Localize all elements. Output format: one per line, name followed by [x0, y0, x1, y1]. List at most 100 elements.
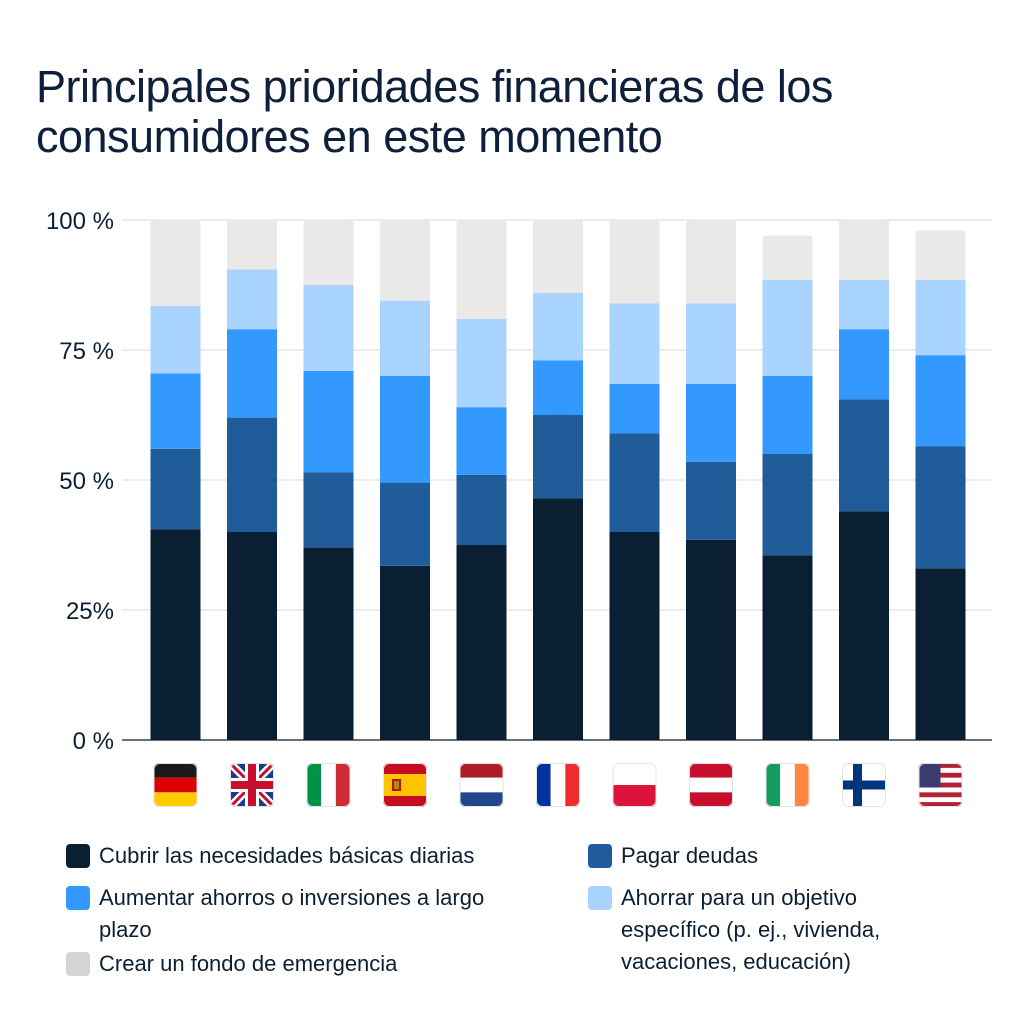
- flag-pl-icon: [612, 763, 657, 807]
- legend-label-basic-needs: Cubrir las necesidades básicas diarias: [99, 843, 475, 868]
- flag-de-icon: [153, 763, 198, 807]
- legend-swatch-specific-goal: [588, 886, 612, 910]
- bar-segment: [533, 220, 583, 293]
- legend-item-pay-debts: Pagar deudas: [588, 840, 948, 872]
- bar-segment: [303, 220, 354, 285]
- bar-segment: [686, 461, 736, 540]
- bar-segment: [533, 292, 583, 361]
- bar-segment: [456, 407, 507, 475]
- bar-segment: [839, 511, 889, 740]
- legend-label-long-term-savings: Aumentar ahorros o inversiones a largo p…: [99, 885, 485, 942]
- legend-swatch-pay-debts: [588, 844, 612, 868]
- bar-segment: [380, 376, 430, 483]
- bar-segment: [609, 220, 660, 304]
- flag-es-icon: [383, 763, 427, 807]
- bar-segment: [762, 235, 813, 280]
- bar-segment: [380, 220, 430, 301]
- bar-segment: [227, 269, 277, 330]
- flag-gb-icon: [230, 763, 274, 807]
- bar-segment: [686, 303, 736, 384]
- bar-segment: [915, 355, 966, 447]
- legend-item-long-term-savings: Aumentar ahorros o inversiones a largo p…: [66, 882, 506, 946]
- bar-segment: [227, 220, 277, 270]
- bar-segment: [915, 568, 966, 740]
- bar-segment: [609, 433, 660, 532]
- bar-segment: [762, 454, 813, 556]
- bar-segment: [150, 373, 201, 449]
- legend-item-emergency-fund: Crear un fondo de emergencia: [66, 948, 546, 980]
- bar-stack: [533, 220, 583, 740]
- bar-segment: [456, 474, 507, 545]
- bar-segment: [456, 545, 507, 740]
- flag-fr-icon: [536, 763, 580, 807]
- bar-stack: [150, 220, 201, 740]
- bar-segment: [150, 305, 201, 374]
- legend-label-emergency-fund: Crear un fondo de emergencia: [99, 951, 398, 976]
- bar-segment: [380, 300, 430, 376]
- bar-segment: [380, 565, 430, 740]
- bar-segment: [762, 279, 813, 376]
- legend-item-basic-needs: Cubrir las necesidades básicas diarias: [66, 840, 546, 872]
- legend-swatch-basic-needs: [66, 844, 90, 868]
- bar-stack: [456, 220, 507, 740]
- legend: Cubrir las necesidades básicas diarias P…: [66, 840, 966, 990]
- bar-segment: [380, 482, 430, 566]
- bar-segment: [303, 370, 354, 473]
- flag-us-icon: [918, 763, 963, 807]
- bar-stack: [839, 220, 889, 740]
- y-tick-label: 25%: [66, 598, 114, 625]
- bar-segment: [456, 220, 507, 319]
- legend-item-specific-goal: Ahorrar para un objetivo específico (p. …: [588, 882, 908, 978]
- bar-segment: [609, 532, 660, 740]
- bar-segment: [839, 220, 889, 280]
- y-tick-label: 100 %: [46, 208, 114, 235]
- legend-swatch-emergency-fund: [66, 952, 90, 976]
- bar-stack: [227, 220, 277, 740]
- bar-stack: [686, 220, 736, 740]
- bar-segment: [533, 415, 583, 499]
- bar-segment: [609, 303, 660, 384]
- y-tick-label: 0 %: [73, 728, 114, 755]
- flag-nl-icon: [459, 763, 504, 807]
- bar-segment: [762, 555, 813, 740]
- bar-segment: [150, 529, 201, 740]
- flag-ie-icon: [765, 763, 810, 807]
- y-tick-label: 50 %: [59, 468, 114, 495]
- bar-segment: [915, 230, 966, 280]
- bar-segment: [609, 383, 660, 434]
- bar-segment: [686, 383, 736, 462]
- bar-segment: [227, 532, 277, 740]
- legend-label-specific-goal: Ahorrar para un objetivo específico (p. …: [621, 885, 881, 974]
- legend-swatch-long-term-savings: [66, 886, 90, 910]
- bar-stack: [762, 235, 813, 740]
- bar-segment: [227, 329, 277, 418]
- bar-segment: [456, 318, 507, 408]
- bar-segment: [686, 220, 736, 304]
- flag-it-icon: [306, 763, 351, 807]
- bar-segment: [915, 279, 966, 356]
- bar-stack: [609, 220, 660, 740]
- bar-segment: [762, 376, 813, 454]
- bar-segment: [686, 539, 736, 740]
- bar-segment: [150, 448, 201, 530]
- bar-segment: [303, 547, 354, 740]
- y-tick-label: 75 %: [59, 338, 114, 365]
- flag-fi-icon: [842, 763, 886, 807]
- bar-segment: [533, 360, 583, 415]
- bar-segment: [303, 285, 354, 371]
- bar-stack: [303, 220, 354, 740]
- bar-segment: [839, 399, 889, 512]
- bar-segment: [839, 329, 889, 400]
- bar-segment: [915, 446, 966, 569]
- bar-segment: [150, 220, 201, 306]
- bar-segment: [533, 498, 583, 740]
- flag-at-icon: [689, 763, 733, 807]
- bar-segment: [839, 279, 889, 330]
- legend-label-pay-debts: Pagar deudas: [621, 843, 758, 868]
- bar-stack: [380, 220, 430, 740]
- bar-segment: [227, 417, 277, 532]
- chart-title: Principales prioridades financieras de l…: [36, 61, 833, 162]
- bar-segment: [303, 472, 354, 548]
- bar-stack: [915, 230, 966, 740]
